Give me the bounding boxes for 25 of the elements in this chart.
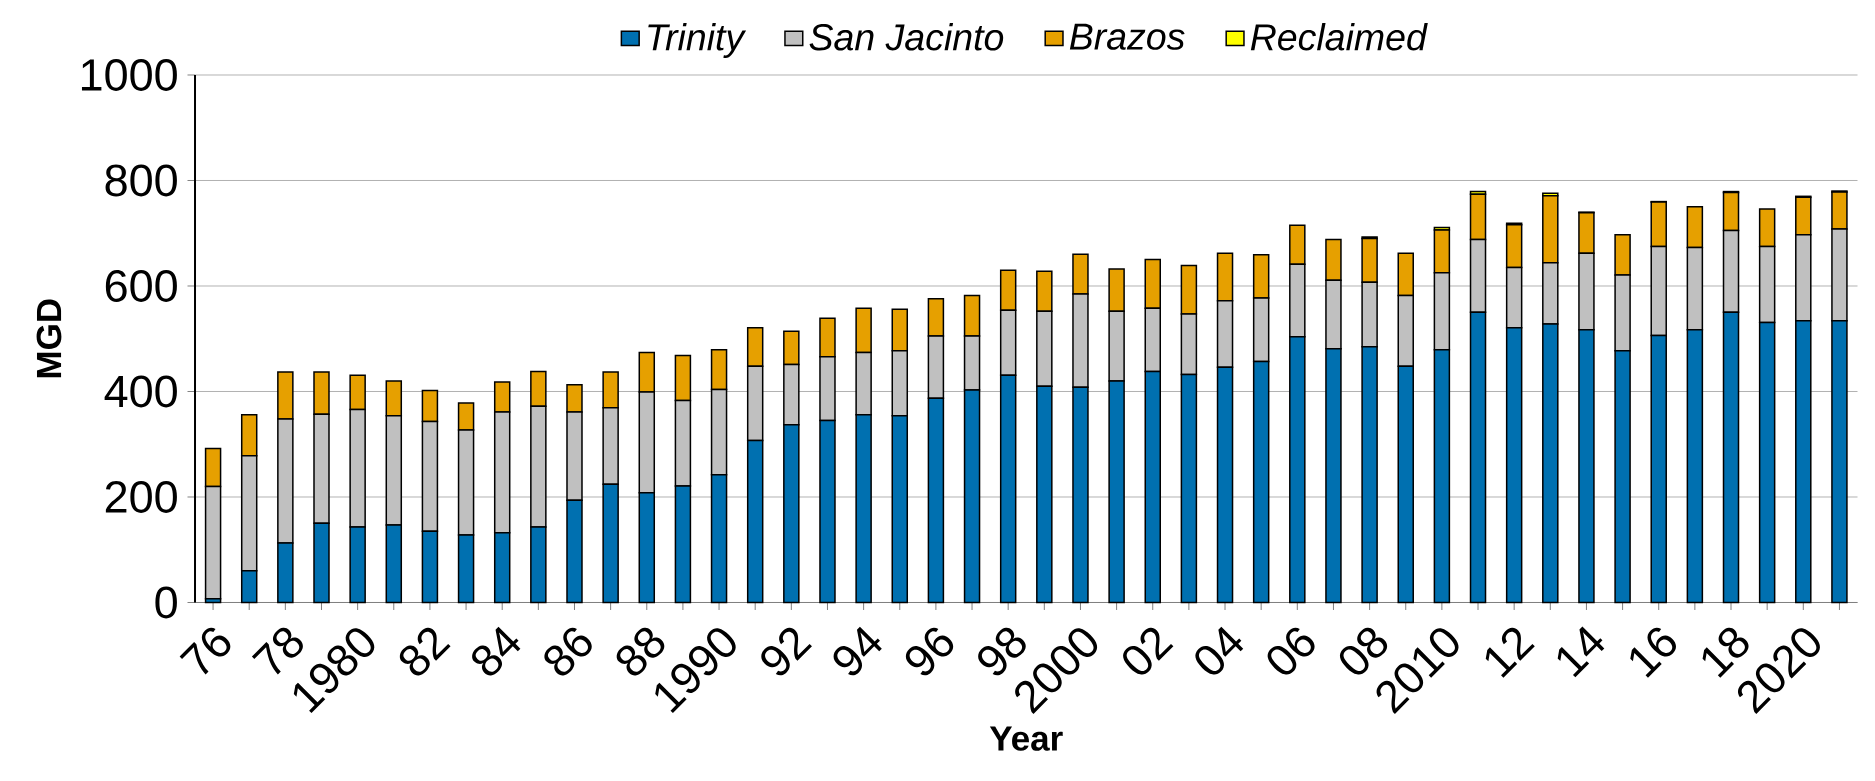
x-tick-label: 06	[1267, 627, 1315, 675]
x-tick-label: 84	[472, 626, 521, 676]
x-tick-label: 82	[399, 627, 451, 676]
x-tick-label: 94	[833, 626, 882, 676]
legend-label: Reclaimed	[1250, 23, 1428, 51]
x-tick-label: 12	[1485, 627, 1535, 678]
x-tick-label: 04	[1195, 626, 1244, 675]
legend-label: Brazos	[1069, 23, 1185, 50]
x-tick-label: 96	[905, 627, 954, 676]
x-tick-label: 92	[761, 627, 812, 676]
y-tick-label: 400	[104, 375, 177, 408]
x-axis-title: Year	[989, 726, 1063, 751]
y-tick-label: 1000	[81, 59, 177, 91]
y-axis-title: MGD	[36, 299, 62, 378]
y-tick-label: 800	[105, 164, 177, 197]
x-tick-label: 86	[544, 627, 592, 676]
legend-label: Trinity	[648, 23, 747, 58]
x-tick-label: 14	[1557, 626, 1605, 678]
legend-label: San Jacinto	[809, 23, 1004, 51]
y-tick-label: 600	[105, 270, 177, 302]
x-tick-label: 16	[1630, 627, 1676, 678]
x-tick-label: 76	[179, 627, 231, 675]
x-tick-label: 02	[1123, 627, 1174, 675]
y-tick-label: 0	[155, 586, 177, 619]
y-tick-label: 200	[105, 481, 177, 513]
